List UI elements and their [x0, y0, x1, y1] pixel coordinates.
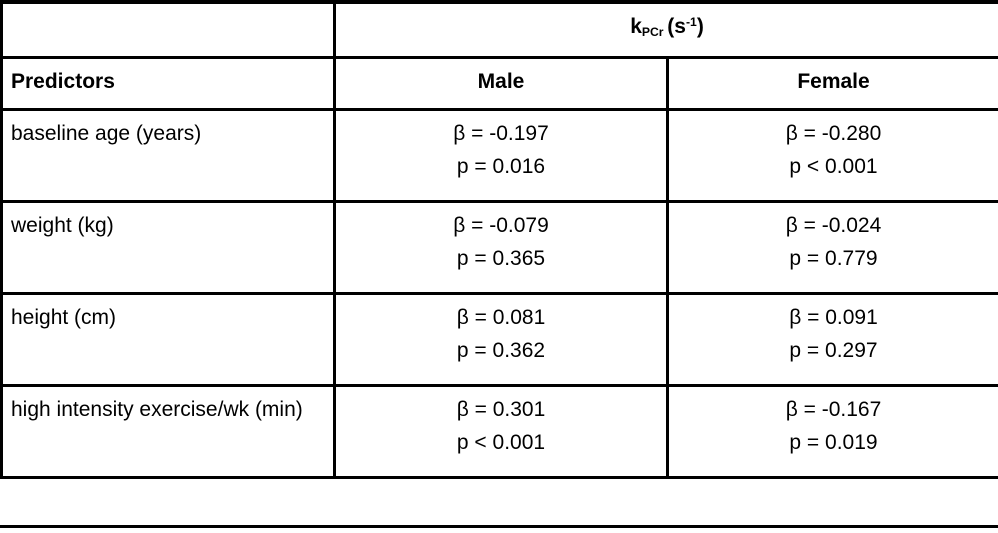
beta-value: β = -0.167 — [785, 397, 882, 421]
beta-value: β = -0.079 — [453, 213, 549, 237]
male-stats-cell: β = -0.079 p = 0.365 — [333, 199, 669, 295]
male-stats-cell: β = 0.301 p < 0.001 — [333, 383, 669, 479]
beta-value: β = -0.024 — [785, 213, 882, 237]
predictor-cell: high intensity exercise/wk (min) — [0, 383, 336, 479]
table-row-weight: weight (kg) β = -0.079 p = 0.365 β = -0.… — [0, 199, 998, 295]
kpcr-unit-open: (s — [667, 15, 686, 38]
column-header-female: Female — [666, 55, 998, 111]
kpcr-unit-close: ) — [696, 15, 704, 38]
beta-value: β = -0.280 — [785, 121, 882, 145]
female-stats-cell: β = -0.024 p = 0.779 — [666, 199, 998, 295]
table-row-baseline-age: baseline age (years) β = -0.197 p = 0.01… — [0, 107, 998, 203]
table-row-high-intensity-exercise: high intensity exercise/wk (min) β = 0.3… — [0, 383, 998, 479]
p-value: p = 0.362 — [456, 338, 546, 362]
regression-results-table: kPCr (s-1) Predictors Male Female baselin… — [0, 0, 998, 479]
table-row-height: height (cm) β = 0.081 p = 0.362 β = 0.09… — [0, 291, 998, 387]
beta-value: β = 0.081 — [456, 305, 546, 329]
p-value: p = 0.016 — [456, 154, 546, 178]
kpcr-base: k — [630, 15, 642, 38]
empty-header-cell — [0, 0, 336, 59]
predictor-cell: weight (kg) — [0, 199, 336, 295]
predictor-cell: baseline age (years) — [0, 107, 336, 203]
p-value: p = 0.019 — [789, 430, 878, 454]
group-header-row: kPCr (s-1) — [0, 0, 998, 59]
kpcr-superscript: -1 — [685, 15, 697, 30]
column-header-row: Predictors Male Female — [0, 55, 998, 111]
male-stats-cell: β = 0.081 p = 0.362 — [333, 291, 669, 387]
female-stats-cell: β = -0.167 p = 0.019 — [666, 383, 998, 479]
p-value: p < 0.001 — [456, 430, 546, 454]
female-stats-cell: β = -0.280 p < 0.001 — [666, 107, 998, 203]
female-stats-cell: β = 0.091 p = 0.297 — [666, 291, 998, 387]
kpcr-subscript: PCr — [641, 24, 664, 39]
p-value: p < 0.001 — [789, 154, 878, 178]
beta-value: β = 0.301 — [456, 397, 546, 421]
p-value: p = 0.779 — [789, 246, 878, 270]
beta-value: β = 0.091 — [789, 305, 878, 329]
beta-value: β = -0.197 — [453, 121, 549, 145]
bottom-horizontal-rule — [0, 525, 998, 528]
predictor-cell: height (cm) — [0, 291, 336, 387]
p-value: p = 0.297 — [789, 338, 878, 362]
kpcr-unit-label: kPCr (s-1) — [630, 15, 704, 39]
p-value: p = 0.365 — [456, 246, 546, 270]
kpcr-group-header-cell: kPCr (s-1) — [333, 0, 998, 59]
column-header-male: Male — [333, 55, 669, 111]
male-stats-cell: β = -0.197 p = 0.016 — [333, 107, 669, 203]
column-header-predictors: Predictors — [0, 55, 336, 111]
